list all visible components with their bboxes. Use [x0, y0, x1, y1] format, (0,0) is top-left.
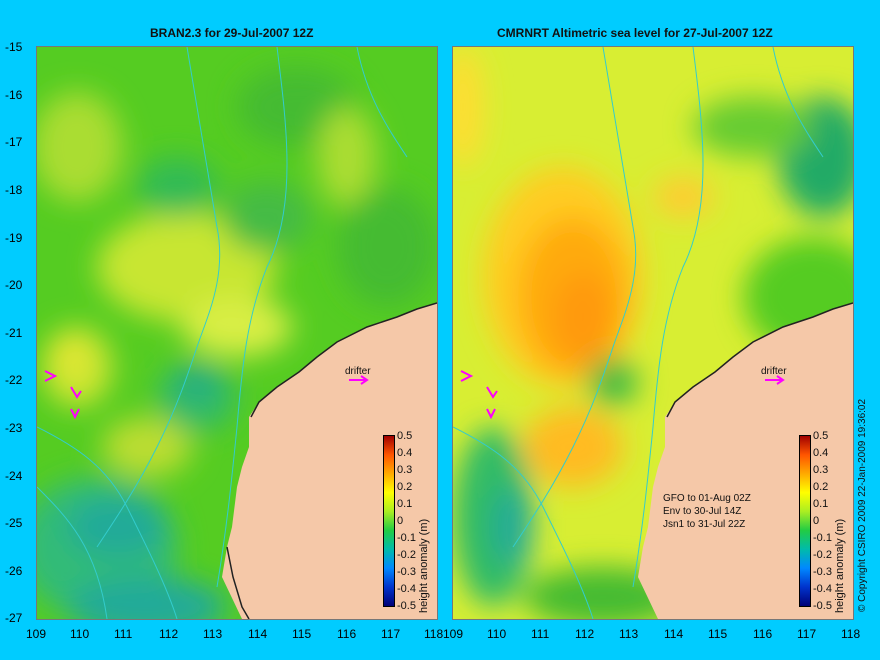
drifter-label: drifter — [761, 366, 787, 377]
left-colorbar — [383, 435, 395, 607]
x-tick: 114 — [248, 627, 268, 641]
right-colorbar — [799, 435, 811, 607]
y-tick: -24 — [5, 469, 23, 483]
x-tick: 109 — [26, 627, 47, 641]
x-tick: 110 — [70, 627, 90, 641]
x-tick: 113 — [619, 627, 639, 641]
x-tick: 115 — [292, 627, 312, 641]
y-tick: -15 — [5, 40, 23, 54]
y-tick: -16 — [5, 88, 23, 102]
x-tick: 115 — [708, 627, 728, 641]
y-tick: -26 — [5, 564, 23, 578]
x-tick: 112 — [575, 627, 595, 641]
bran-map-panel: drifter 0.5 0.4 0.3 0.2 0.1 0 -0.1 -0.2 -0.3 -0.4… — [36, 46, 438, 620]
x-tick: 109 — [443, 627, 464, 641]
left-colorbar-label: height anomaly (m) — [418, 518, 430, 613]
right-colorbar-ticks: 0.5 0.4 0.3 0.2 0.1 0 -0.1 -0.2 -0.3 -0.4 -0.5 — [813, 430, 832, 612]
x-tick: 118 — [424, 627, 444, 641]
y-tick: -25 — [5, 516, 23, 530]
x-tick: 114 — [664, 627, 684, 641]
x-tick: 113 — [203, 627, 223, 641]
cmrnrt-map-image: drifter GFO to 01-Aug 02Z Env to 30-Jul … — [453, 47, 853, 619]
x-tick: 117 — [381, 627, 401, 641]
y-tick: -18 — [5, 183, 23, 197]
y-tick: -23 — [5, 421, 23, 435]
bran-map-image: drifter — [37, 47, 437, 619]
left-colorbar-ticks: 0.5 0.4 0.3 0.2 0.1 0 -0.1 -0.2 -0.3 -0.4 -0.5 — [397, 430, 416, 612]
left-map-title: BRAN2.3 for 29-Jul-2007 12Z — [150, 26, 314, 40]
x-tick: 117 — [797, 627, 817, 641]
right-map-title: CMRNRT Altimetric sea level for 27-Jul-2… — [497, 26, 773, 40]
x-tick: 112 — [159, 627, 179, 641]
satellite-note: Jsn1 to 31-Jul 22Z — [663, 519, 745, 530]
satellite-note: Env to 30-Jul 14Z — [663, 506, 741, 517]
x-tick: 110 — [487, 627, 507, 641]
x-tick: 116 — [337, 627, 357, 641]
x-tick: 111 — [531, 627, 550, 641]
y-tick: -20 — [5, 278, 23, 292]
satellite-note: GFO to 01-Aug 02Z — [663, 493, 751, 504]
y-tick: -27 — [5, 611, 23, 625]
cmrnrt-map-panel: drifter GFO to 01-Aug 02Z Env to 30-Jul … — [452, 46, 854, 620]
copyright-text: © Copyright CSIRO 2009 22-Jan-2009 19:36… — [857, 398, 868, 612]
y-tick: -19 — [5, 231, 23, 245]
x-tick: 111 — [114, 627, 133, 641]
x-tick: 116 — [753, 627, 773, 641]
right-colorbar-label: height anomaly (m) — [834, 518, 846, 613]
y-tick: -21 — [5, 326, 23, 340]
y-tick: -17 — [5, 135, 23, 149]
drifter-label: drifter — [345, 366, 371, 377]
y-tick: -22 — [5, 373, 23, 387]
x-tick: 118 — [841, 627, 861, 641]
